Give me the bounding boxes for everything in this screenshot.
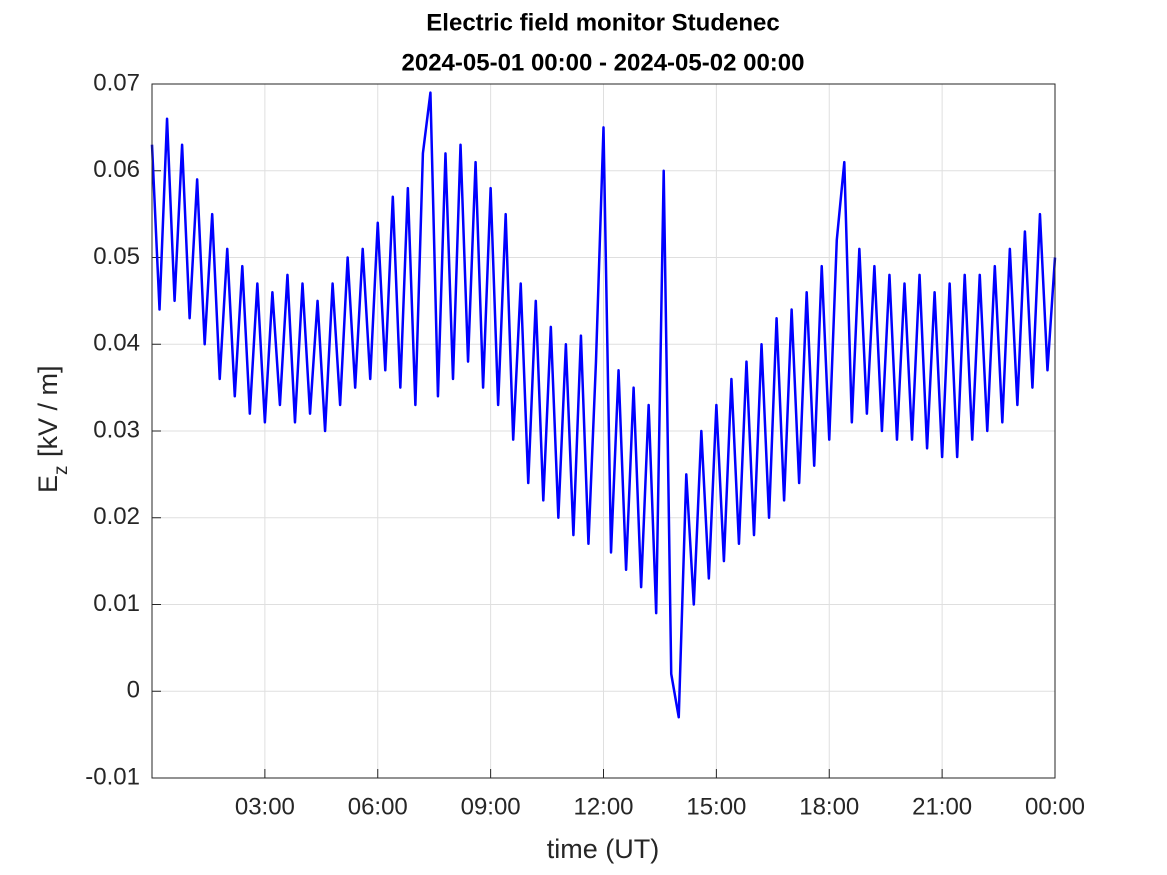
- y-tick-label: 0.05: [93, 243, 140, 270]
- y-tick-label: 0.04: [93, 330, 140, 357]
- y-axis-label-subscript: z: [51, 466, 72, 476]
- plot-frame: [151, 83, 1056, 779]
- data-line: [150, 91, 1057, 719]
- y-axis-label-main: E: [33, 475, 63, 493]
- y-tick-label: -0.01: [85, 763, 140, 790]
- y-axis-label: E z [kV / m]: [33, 365, 72, 493]
- x-tick-label: 21:00: [912, 793, 972, 820]
- x-tick-label: 09:00: [461, 793, 521, 820]
- chart-title: Electric field monitor Studenec: [426, 9, 779, 36]
- x-tick-label: 12:00: [573, 793, 633, 820]
- y-tick-label: 0.02: [93, 503, 140, 530]
- y-axis-label-unit: [kV / m]: [33, 365, 63, 457]
- x-axis-label: time (UT): [547, 834, 659, 864]
- x-tick-label: 06:00: [348, 793, 408, 820]
- x-tick-label: 03:00: [235, 793, 295, 820]
- chart-subtitle: 2024-05-01 00:00 - 2024-05-02 00:00: [402, 49, 805, 76]
- x-tick-label: 00:00: [1025, 793, 1085, 820]
- y-tick-label: 0.03: [93, 416, 140, 443]
- y-tick-label: 0.06: [93, 156, 140, 183]
- x-tick-label: 15:00: [686, 793, 746, 820]
- y-tick-label: 0.07: [93, 69, 140, 96]
- x-tick-label: 18:00: [799, 793, 859, 820]
- y-tick-label: 0: [127, 677, 140, 704]
- y-tick-label: 0.01: [93, 590, 140, 617]
